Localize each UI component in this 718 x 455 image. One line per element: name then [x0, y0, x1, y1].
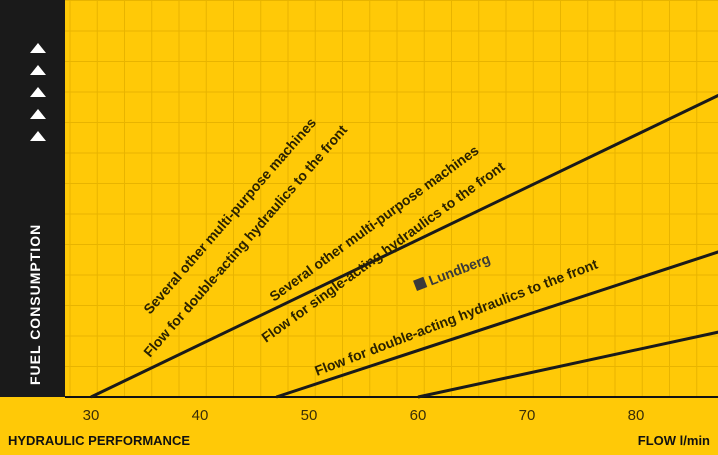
series-line-3 [417, 330, 718, 399]
x-tick-label: 30 [83, 407, 100, 424]
footer-left: HYDRAULIC PERFORMANCE [8, 433, 190, 448]
series-line-2 [275, 250, 718, 399]
up-arrow-icon [30, 65, 46, 75]
up-arrow-icon [30, 109, 46, 119]
y-axis-label: FUEL CONSUMPTION [27, 224, 43, 385]
x-tick-label: 70 [519, 407, 536, 424]
brand-logo-icon [413, 276, 428, 291]
x-tick-label: 40 [192, 407, 209, 424]
grid [65, 0, 718, 397]
x-axis-label: FLOW l/min [638, 433, 710, 448]
x-tick-label: 60 [410, 407, 427, 424]
axis-arrows [30, 43, 46, 141]
x-tick-label: 80 [628, 407, 645, 424]
series-lines [90, 93, 718, 399]
up-arrow-icon [30, 87, 46, 97]
series-line-1 [90, 93, 718, 399]
up-arrow-icon [30, 131, 46, 141]
x-tick-labels: 30405060708090100110120130140150160170 [83, 407, 645, 424]
x-tick-label: 50 [301, 407, 318, 424]
y-axis-band [0, 0, 65, 397]
up-arrow-icon [30, 43, 46, 53]
